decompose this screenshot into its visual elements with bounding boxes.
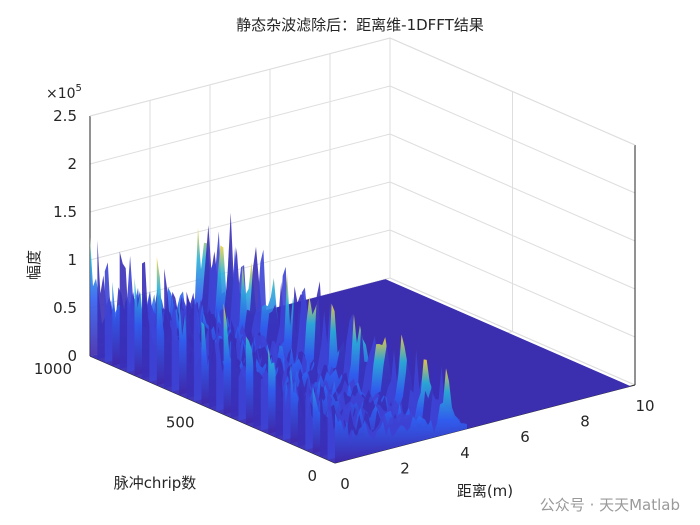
x-tick-label: 10 bbox=[635, 397, 654, 415]
y-tick-label: 1000 bbox=[34, 360, 72, 378]
x-tick-label: 2 bbox=[400, 459, 410, 477]
y-tick-label: 0 bbox=[307, 467, 317, 485]
y-tick-label: 500 bbox=[166, 414, 195, 432]
chart-title: 静态杂波滤除后：距离维-1DFFT结果 bbox=[236, 16, 484, 34]
z-tick-label: 1 bbox=[67, 251, 77, 269]
x-tick-label: 6 bbox=[520, 428, 530, 446]
top-back-edge-line bbox=[89, 37, 391, 117]
x-tick-label: 8 bbox=[580, 413, 590, 431]
top-edge-line bbox=[389, 37, 636, 146]
grid-line-back-z bbox=[89, 181, 391, 261]
z-tick-label: 0.5 bbox=[53, 299, 77, 317]
y-axis-label: 脉冲chrip数 bbox=[114, 474, 197, 492]
z-tick-label: 0 bbox=[67, 347, 77, 365]
z-tick-label: 2.5 bbox=[53, 107, 77, 125]
grid-line-back-z bbox=[89, 85, 391, 165]
axis-ticks: 0 0.5 1 1.5 2 2.5 0 2 4 6 8 10 0 500 1000 bbox=[34, 107, 655, 493]
data-surface bbox=[90, 212, 631, 463]
z-axis-label: 幅度 bbox=[25, 250, 43, 280]
grid-line-back-z bbox=[89, 133, 391, 213]
watermark: 公众号 · 天天Matlab bbox=[539, 496, 680, 514]
z-exponent-label: ×105 bbox=[46, 83, 82, 102]
surface-row bbox=[335, 368, 467, 463]
x-axis-label: 距离(m) bbox=[457, 482, 513, 500]
z-tick-label: 1.5 bbox=[53, 203, 77, 221]
x-tick-label: 4 bbox=[460, 444, 470, 462]
z-tick-label: 2 bbox=[67, 155, 77, 173]
x-tick-label: 0 bbox=[340, 475, 350, 493]
